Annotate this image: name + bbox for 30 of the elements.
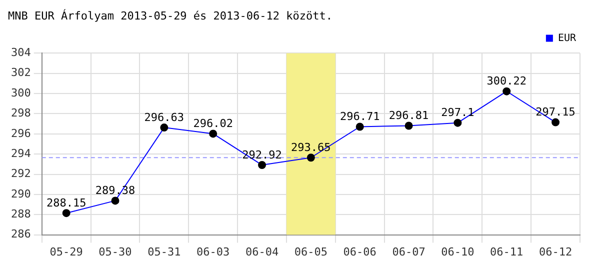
y-tick-label: 288 [10, 207, 31, 220]
x-tick-label: 06-07 [392, 245, 426, 258]
y-tick-label: 286 [10, 228, 31, 241]
x-tick-label: 06-03 [196, 245, 230, 258]
x-tick-label: 05-30 [98, 245, 132, 258]
data-label: 297.1 [441, 106, 474, 120]
data-label: 288.15 [46, 196, 86, 210]
data-label: 296.02 [193, 117, 233, 130]
legend-label: EUR [558, 32, 577, 44]
data-label: 300.22 [486, 74, 526, 88]
x-tick-label: 06-06 [343, 245, 376, 258]
y-tick-label: 302 [10, 66, 31, 80]
data-label: 296.71 [340, 110, 380, 124]
x-tick-label: 05-31 [148, 245, 181, 258]
x-tick-label: 06-05 [294, 245, 328, 258]
y-tick-label: 292 [10, 167, 31, 180]
y-tick-label: 304 [10, 46, 32, 60]
x-tick-label: 05-29 [50, 245, 83, 258]
chart-title: MNB EUR Árfolyam 2013-05-29 és 2013-06-12 között. [8, 8, 333, 22]
x-tick-label: 06-10 [441, 245, 474, 258]
y-tick-label: 290 [10, 187, 31, 200]
x-tick-label: 06-04 [245, 245, 279, 258]
y-tick-label: 296 [10, 126, 31, 140]
x-tick-label: 06-11 [490, 245, 524, 258]
y-tick-label: 294 [10, 146, 32, 160]
x-tick-label: 06-12 [538, 245, 572, 258]
data-label: 296.81 [388, 109, 429, 122]
y-tick-label: 298 [10, 106, 31, 120]
data-label: 296.63 [144, 110, 184, 124]
y-tick-label: 300 [10, 86, 31, 100]
